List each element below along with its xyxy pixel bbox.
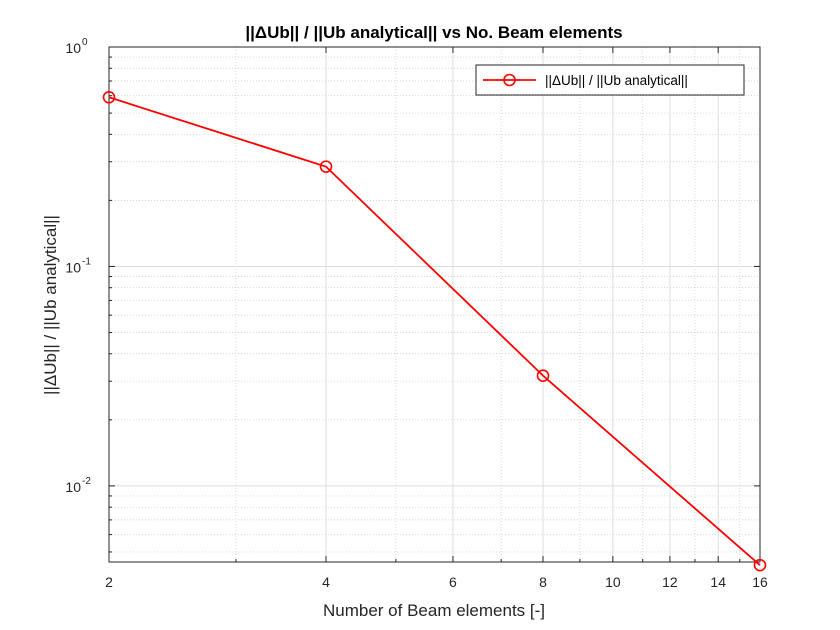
plot-area [109, 47, 760, 562]
data-point-marker [753, 558, 767, 572]
data-point-marker [536, 369, 550, 382]
x-tick-label: 2 [105, 574, 113, 590]
y-tick-label-exponent: -1 [82, 256, 91, 267]
y-axis-label: ||ΔUb|| / ||Ub analytical|| [41, 215, 60, 395]
data-point-marker [102, 90, 116, 104]
y-tick-label-base: 10 [65, 40, 81, 56]
y-tick-label-base: 10 [65, 479, 81, 495]
series-line [108, 96, 761, 566]
x-axis-ticks: 2 4 6 8 10 12 14 16 [105, 47, 768, 590]
chart-title: ||ΔUb|| / ||Ub analytical|| vs No. Beam … [245, 23, 622, 42]
x-tick-label: 4 [322, 574, 330, 590]
x-tick-label: 16 [752, 574, 768, 590]
x-axis-label: Number of Beam elements [-] [323, 601, 545, 620]
x-tick-label: 12 [662, 574, 678, 590]
y-tick-label-base: 10 [65, 259, 81, 275]
y-tick-label-exponent: -2 [82, 476, 91, 487]
x-tick-label: 10 [605, 574, 621, 590]
x-tick-label: 14 [710, 574, 726, 590]
series-layer [102, 90, 767, 572]
y-tick-label-exponent: 0 [82, 37, 88, 48]
x-tick-label: 6 [449, 574, 457, 590]
legend-marker-sample [503, 73, 516, 87]
legend-entry-label: ||ΔUb|| / ||Ub analytical|| [545, 73, 688, 88]
x-tick-label: 8 [539, 574, 547, 590]
minor-grid [109, 47, 760, 562]
legend[interactable]: ||ΔUb|| / ||Ub analytical|| [475, 64, 745, 96]
data-point-marker [319, 160, 333, 173]
axes-box [108, 46, 761, 563]
